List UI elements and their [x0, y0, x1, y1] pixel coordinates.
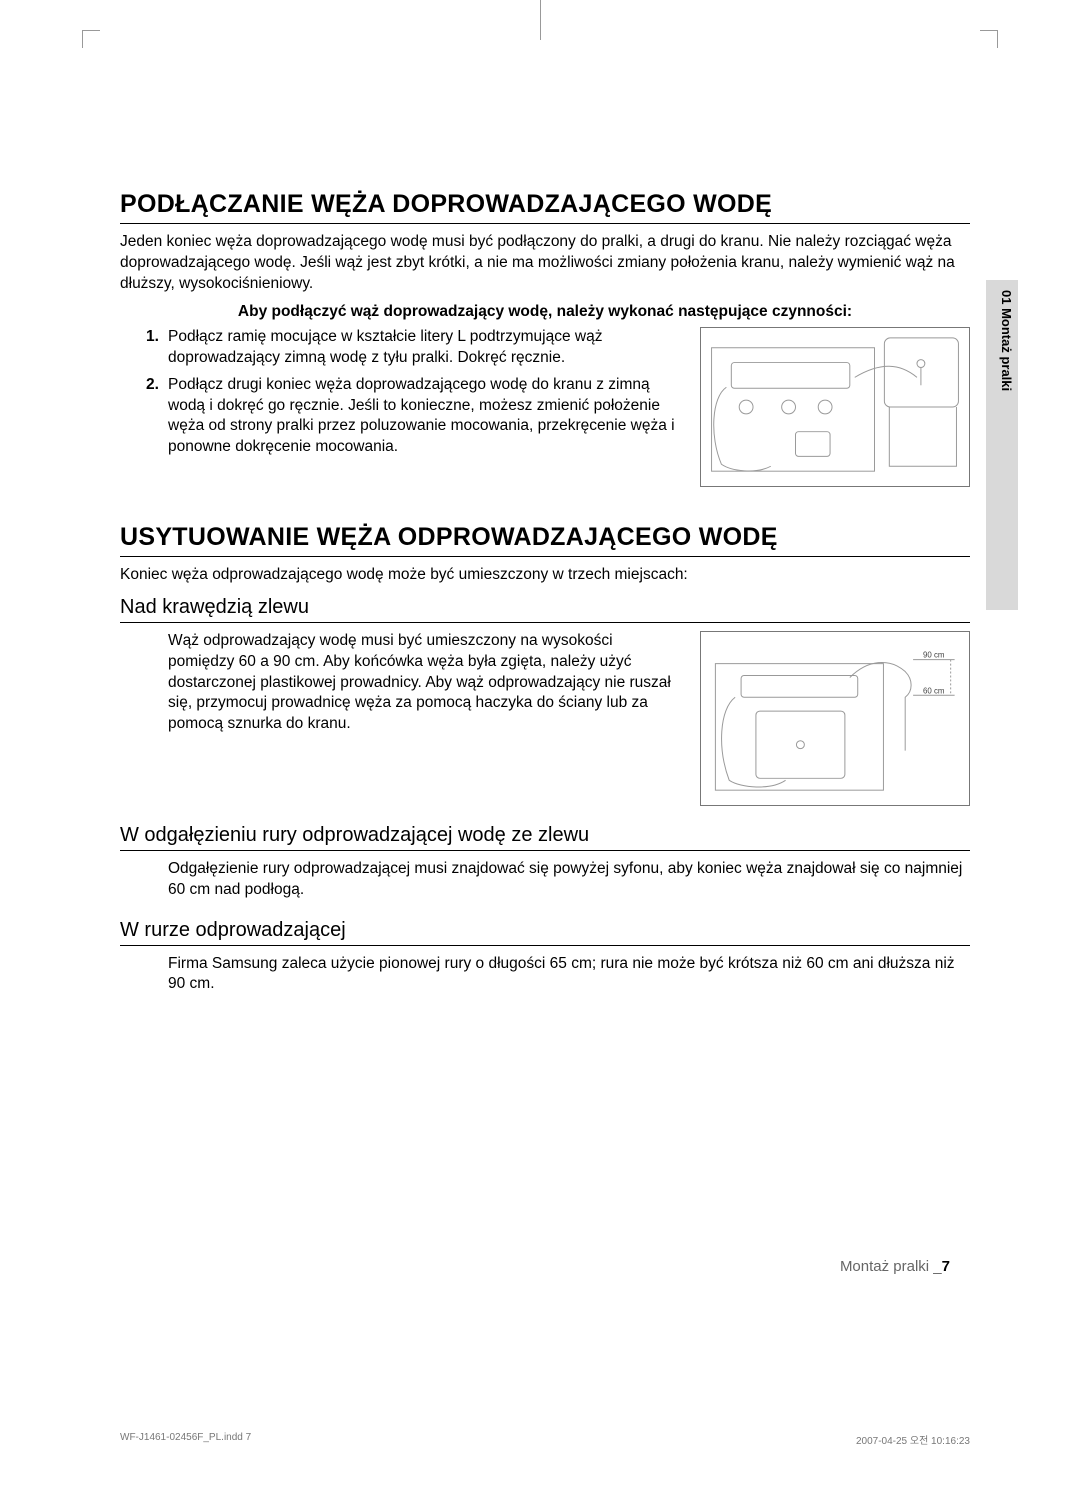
section1-instruction-title: Aby podłączyć wąż doprowadzający wodę, n…	[120, 303, 970, 321]
step-number: 2.	[146, 375, 159, 396]
crop-mark	[980, 30, 998, 48]
step-text: Podłącz ramię mocujące w kształcie liter…	[168, 328, 602, 366]
side-tab-label: 01 Montaż pralki	[999, 290, 1014, 391]
section1-heading: PODŁĄCZANIE WĘŻA DOPROWADZAJĄCEGO WODĘ	[120, 190, 970, 224]
footer-section: Montaż pralki _	[840, 1258, 942, 1275]
section1-step-block: 1. Podłącz ramię mocujące w kształcie lit…	[120, 327, 970, 487]
step-number: 1.	[146, 327, 159, 348]
section1-diagram	[700, 327, 970, 487]
print-footer-left: WF-J1461-02456F_PL.indd 7	[120, 1432, 251, 1447]
section2-sub2-title: W odgałęzieniu rury odprowadzającej wodę…	[120, 824, 970, 851]
section2-sub1-title: Nad krawędzią zlewu	[120, 596, 970, 623]
section2-heading: USYTUOWANIE WĘŻA ODPROWADZAJĄCEGO WODĘ	[120, 523, 970, 557]
diagram-label-90: 90 cm	[923, 650, 945, 659]
crop-mark	[540, 0, 541, 40]
step-item: 1. Podłącz ramię mocujące w kształcie lit…	[146, 327, 680, 369]
diagram-label-60: 60 cm	[923, 686, 945, 695]
section1-intro: Jeden koniec węża doprowadzającego wodę …	[120, 232, 970, 295]
section2-sub1-block: Wąż odprowadzający wodę musi być umieszc…	[120, 631, 970, 806]
section2-sub2-body: Odgałęzienie rury odprowadzającej musi z…	[120, 859, 970, 901]
step-item: 2. Podłącz drugi koniec węża doprowadzają…	[146, 375, 680, 459]
print-footer: WF-J1461-02456F_PL.indd 7 2007-04-25 오전 …	[120, 1432, 970, 1447]
section2-sub1-body: Wąż odprowadzający wodę musi być umieszc…	[168, 631, 680, 736]
footer-page-number: 7	[942, 1258, 950, 1275]
crop-mark	[82, 30, 100, 48]
section2-intro: Koniec węża odprowadzającego wodę może b…	[120, 565, 970, 586]
manual-page: 01 Montaż pralki PODŁĄCZANIE WĘŻA DOPROW…	[0, 0, 1080, 1495]
section2-sub1-text: Wąż odprowadzający wodę musi być umieszc…	[120, 631, 680, 744]
section2-sub1-diagram: 90 cm 60 cm	[700, 631, 970, 806]
page-footer: Montaż pralki _7	[840, 1258, 950, 1275]
section2-sub3-title: W rurze odprowadzającej	[120, 919, 970, 946]
print-footer-right: 2007-04-25 오전 10:16:23	[856, 1432, 970, 1447]
section2-sub3-body: Firma Samsung zaleca użycie pionowej rur…	[120, 954, 970, 996]
step-text: Podłącz drugi koniec węża doprowadzające…	[168, 376, 675, 456]
section1-steps: 1. Podłącz ramię mocujące w kształcie lit…	[120, 327, 680, 487]
